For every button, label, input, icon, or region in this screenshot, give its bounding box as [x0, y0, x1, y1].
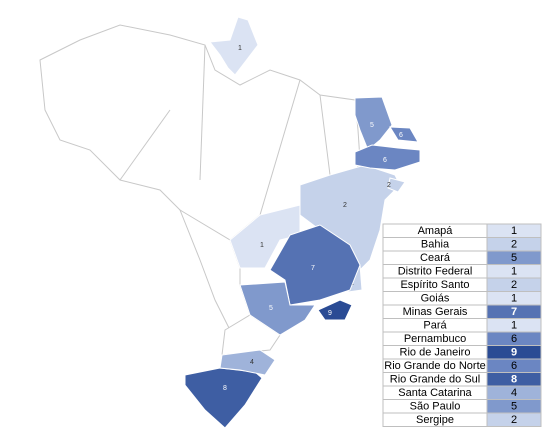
region-value: 7 [511, 306, 517, 318]
region-value: 1 [511, 320, 517, 332]
region-name: Pernambuco [404, 333, 466, 345]
state-value-label: 9 [328, 310, 332, 317]
state-value-label: 6 [383, 157, 387, 164]
country-outline [39, 24, 361, 356]
state-value-label: 7 [311, 265, 315, 272]
state-value-label: 1 [260, 242, 264, 249]
region-value: 5 [511, 252, 517, 264]
region-name: Santa Catarina [398, 387, 472, 399]
value-cell [486, 412, 542, 427]
state-value-label: 5 [269, 305, 273, 312]
region-value: 6 [511, 360, 517, 372]
region-value: 4 [511, 387, 517, 399]
border [259, 79, 301, 216]
border [119, 109, 171, 181]
legend-table: Amapá 1 Bahia 2 Ceará 5 Distrito Federal 1 Espír… [382, 223, 542, 427]
region-name: Ceará [420, 252, 451, 264]
state [317, 299, 353, 321]
region-value: 2 [511, 239, 517, 251]
region-value: 1 [511, 266, 517, 278]
state-value-label: 6 [399, 132, 403, 139]
region-name: Goiás [421, 293, 450, 305]
region-name: Rio de Janeiro [400, 347, 471, 359]
region-name: Sergipe [416, 414, 454, 426]
region-name: Espírito Santo [400, 279, 469, 291]
region-name: Amapá [418, 225, 454, 237]
region-value: 5 [511, 401, 517, 413]
region-name: Pará [423, 320, 447, 332]
state [184, 367, 263, 429]
region-name: Minas Gerais [403, 306, 468, 318]
state [387, 177, 406, 193]
state-value-label: 5 [370, 122, 374, 129]
state [209, 16, 259, 76]
region-name: Distrito Federal [398, 266, 473, 278]
region-value: 1 [511, 293, 517, 305]
border [199, 44, 206, 181]
region-name: Rio Grande do Norte [384, 360, 486, 372]
state [354, 144, 421, 171]
region-name: São Paulo [410, 401, 461, 413]
state-value-label: 2 [387, 182, 391, 189]
region-value: 9 [511, 347, 517, 359]
region-value: 8 [511, 374, 517, 386]
state-value-label: 2 [343, 202, 347, 209]
state [389, 126, 419, 143]
region-name: Bahia [421, 239, 450, 251]
region-value: 2 [511, 279, 517, 291]
border [319, 94, 331, 176]
region-value: 1 [511, 225, 517, 237]
region-value: 2 [511, 414, 517, 426]
state-value-label: 1 [238, 45, 242, 52]
state [239, 281, 316, 336]
region-value: 6 [511, 333, 517, 345]
state [219, 349, 276, 376]
state-value-label: 4 [250, 359, 254, 366]
region-name: Rio Grande do Sul [390, 374, 481, 386]
state-value-label: 8 [223, 385, 227, 392]
